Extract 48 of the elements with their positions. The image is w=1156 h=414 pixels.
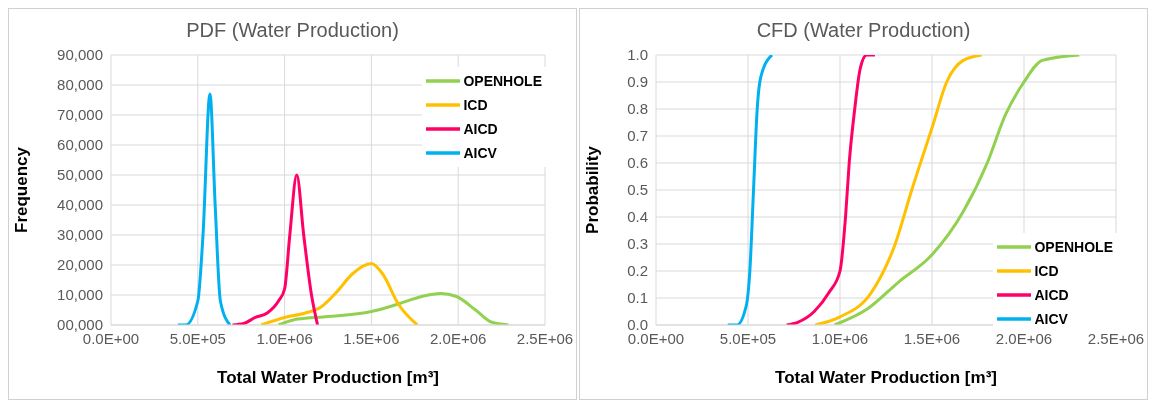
- x-tick-label: 1.0E+06: [811, 329, 869, 347]
- y-tick-label: 0.7: [627, 127, 648, 145]
- legend-label: ICD: [463, 97, 488, 113]
- y-axis-title: Frequency: [12, 146, 32, 233]
- x-tick-label: 1.0E+06: [256, 329, 313, 347]
- x-axis-title: Total Water Production [m³]: [217, 368, 439, 387]
- line-series: [813, 55, 984, 325]
- x-tick-label: 5.0E+05: [169, 329, 226, 347]
- line-series: [231, 173, 320, 325]
- line-series: [259, 262, 419, 325]
- x-tick-label: 2.0E+06: [430, 329, 487, 347]
- legend-label: OPENHOLE: [1034, 239, 1113, 255]
- y-tick-label: 60,000: [57, 136, 103, 154]
- line-series: [785, 55, 877, 325]
- line-series: [277, 292, 511, 325]
- x-tick-label: 5.0E+05: [719, 329, 777, 347]
- x-tick-label: 1.5E+06: [903, 329, 961, 347]
- y-tick-label: 50,000: [57, 166, 103, 184]
- legend-label: OPENHOLE: [463, 73, 542, 89]
- y-tick-label: 10,000: [57, 286, 103, 304]
- x-tick-label: 1.5E+06: [343, 329, 400, 347]
- x-tick-label: 2.5E+06: [1087, 329, 1145, 347]
- y-tick-label: 0.5: [627, 181, 648, 199]
- y-tick-label: 40,000: [57, 196, 103, 214]
- legend-label: AICV: [463, 145, 497, 161]
- y-tick-label: 70,000: [57, 106, 103, 124]
- y-tick-label: 0.4: [627, 208, 648, 226]
- legend-label: AICV: [1034, 311, 1068, 327]
- chart-title: PDF (Water Production): [185, 19, 400, 43]
- x-axis-title: Total Water Production [m³]: [775, 368, 997, 387]
- y-axis-title: Probability: [583, 145, 603, 234]
- y-tick-label: 0.3: [627, 235, 648, 253]
- y-tick-label: 30,000: [57, 226, 103, 244]
- y-tick-label: 80,000: [57, 76, 103, 94]
- y-tick-label: 0.2: [627, 262, 648, 280]
- x-tick-label: 2.0E+06: [995, 329, 1053, 347]
- y-tick-label: 0.6: [627, 154, 648, 172]
- legend-label: AICD: [463, 121, 498, 137]
- y-tick-label: 0.8: [627, 100, 648, 118]
- y-tick-label: 20,000: [57, 256, 103, 274]
- legend-label: ICD: [1034, 263, 1059, 279]
- y-tick-label: 0.9: [627, 73, 648, 91]
- chart-title: CFD (Water Production): [755, 19, 972, 43]
- y-tick-label: 0.1: [627, 289, 648, 307]
- y-tick-label: 1.0: [627, 46, 648, 64]
- x-tick-label: 2.5E+06: [516, 329, 574, 347]
- legend-label: AICD: [1034, 287, 1069, 303]
- y-tick-label: 90,000: [57, 46, 103, 64]
